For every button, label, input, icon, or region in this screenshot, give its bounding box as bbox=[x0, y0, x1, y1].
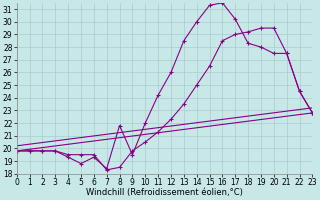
X-axis label: Windchill (Refroidissement éolien,°C): Windchill (Refroidissement éolien,°C) bbox=[86, 188, 243, 197]
